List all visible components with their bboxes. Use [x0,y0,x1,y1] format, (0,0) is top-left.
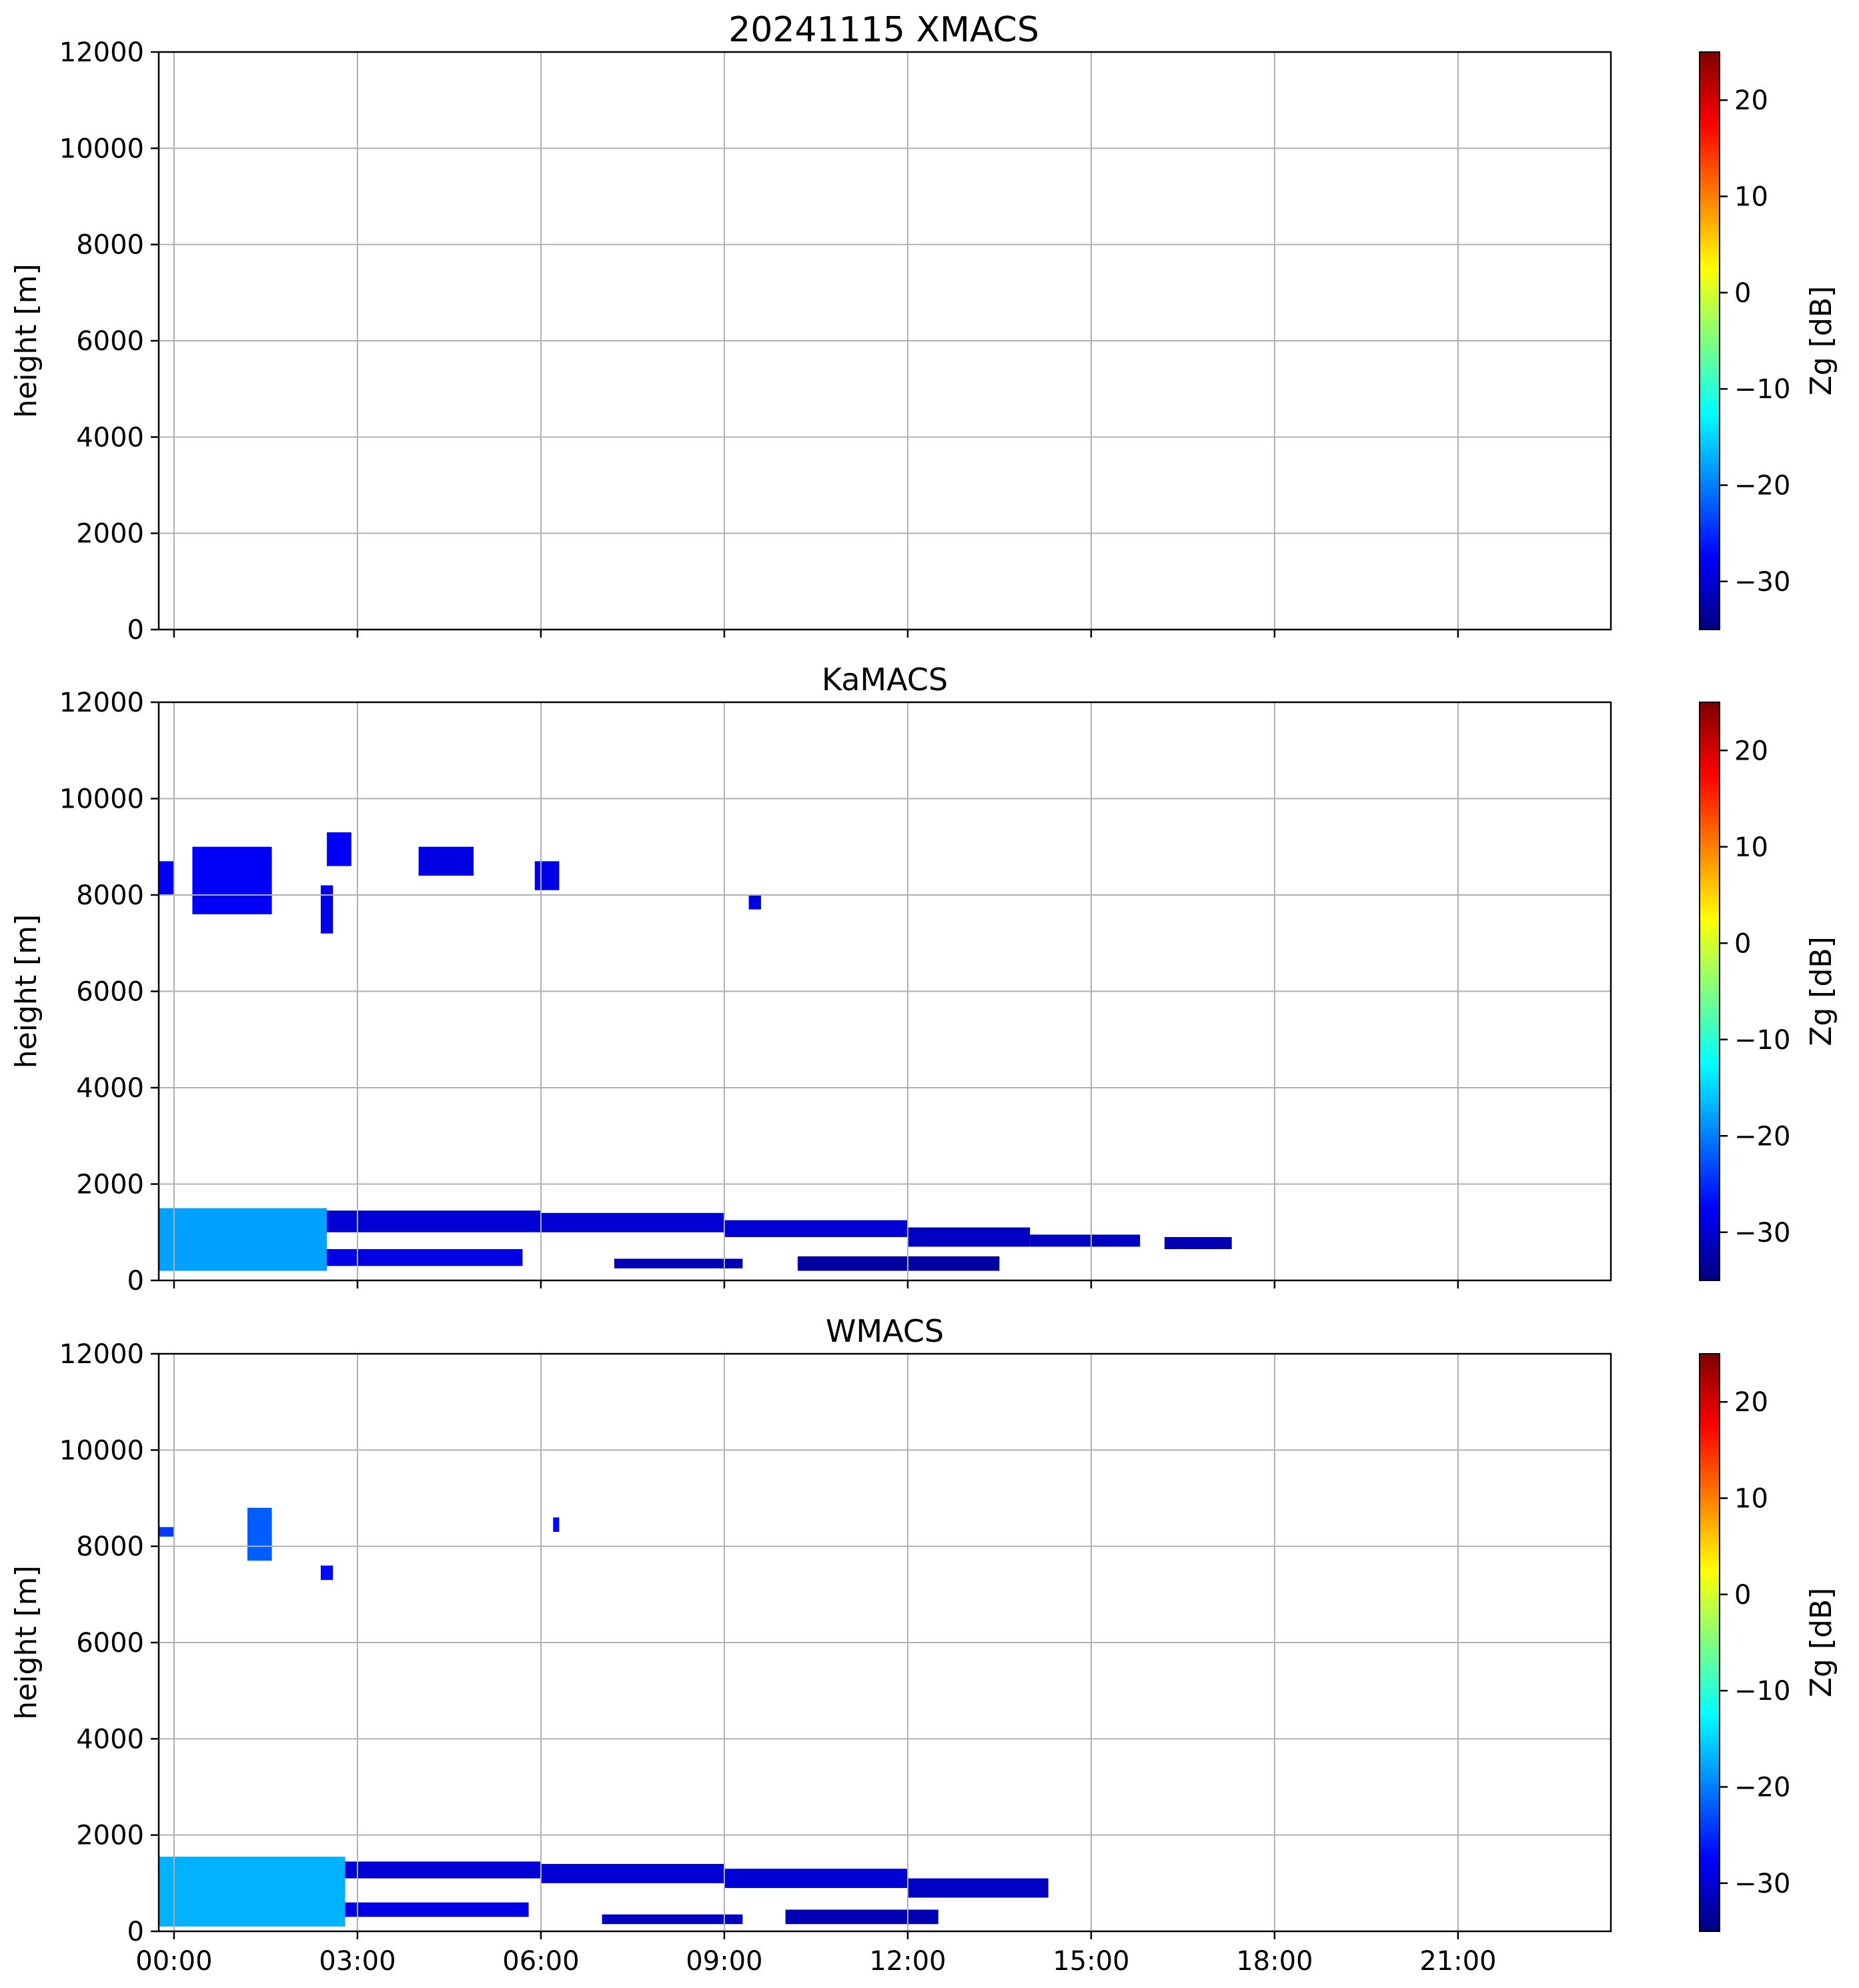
y-tick-label: 0 [127,1917,144,1947]
panel-title: WMACS [826,1313,944,1349]
y-tick-label: 8000 [76,230,144,261]
x-tick-label: 12:00 [869,1946,946,1977]
echo-region [1164,1236,1232,1250]
colorbar-tick-label: −10 [1734,1676,1790,1707]
echo-region [345,1902,529,1917]
panel-1: 0 2000 4000 6000 8000 10000 12000 height [m] −30… [9,37,1838,646]
colorbar-tick-label: −20 [1734,471,1790,502]
panel-2: 0 2000 4000 6000 8000 10000 12000 height [m] KaM… [9,662,1838,1296]
echo-region [159,1208,328,1271]
colorbar-tick-label: −10 [1734,374,1790,405]
y-tick-label: 2000 [76,1170,144,1200]
echo-region [159,1857,346,1927]
echo-region [327,832,352,866]
colorbar-tick-label: 20 [1734,85,1768,116]
colorbar [1699,1353,1720,1932]
echo-region [192,846,272,914]
colorbar-tick-label: 0 [1734,1580,1751,1611]
colorbar-tick-label: −10 [1734,1025,1790,1056]
colorbar-tick-label: 20 [1734,736,1768,766]
x-tick-label: 03:00 [319,1946,396,1977]
echo-region [320,885,334,934]
x-tick-label: 18:00 [1236,1946,1313,1977]
y-axis-label: height [m] [9,263,43,417]
echo-region [327,1249,523,1266]
colorbar-tick-label: −30 [1734,1218,1790,1248]
colorbar-tick-label: 10 [1734,832,1768,863]
x-tick-label: 09:00 [686,1946,762,1977]
y-axis-label: height [m] [9,914,43,1068]
echo-region [418,846,474,876]
echo-region [748,895,761,910]
echo-region [345,1861,541,1879]
colorbar-tick-label: 10 [1734,182,1768,213]
colorbar-tick-label: −20 [1734,1121,1790,1152]
y-tick-label: 6000 [76,326,144,357]
colorbar-label: Zg [dB] [1804,286,1838,396]
y-tick-label: 2000 [76,1821,144,1851]
echo-region [159,1527,174,1537]
y-tick-label: 10000 [59,133,144,164]
colorbar-tick-label: 0 [1734,928,1751,959]
echo-region [320,1565,334,1581]
colorbar-tick-label: −20 [1734,1773,1790,1803]
echo-region [614,1258,743,1268]
echo-region [907,1878,1049,1898]
echo-region [540,1212,724,1232]
y-tick-label: 6000 [76,977,144,1008]
x-tick-label: 06:00 [502,1946,579,1977]
colorbar-label: Zg [dB] [1804,936,1838,1046]
echo-region [534,861,560,890]
colorbar-tick-label: 20 [1734,1387,1768,1418]
echo-region [602,1914,743,1925]
colorbar [1699,51,1720,630]
y-tick-label: 4000 [76,1724,144,1755]
y-tick-label: 8000 [76,880,144,911]
colorbar-tick-label: 10 [1734,1484,1768,1515]
echo-region [327,1210,541,1232]
y-tick-label: 0 [127,615,144,646]
x-tick-label: 00:00 [135,1946,212,1977]
echo-region [540,1863,724,1883]
panel-3: 0 2000 4000 6000 8000 10000 12000 00:00 03:00 06:… [9,1313,1838,1977]
x-tick-label: 21:00 [1419,1946,1496,1977]
colorbar-tick-label: −30 [1734,1869,1790,1899]
y-tick-label: 4000 [76,1073,144,1104]
panel-title: KaMACS [822,662,948,698]
echo-region [247,1507,272,1561]
y-tick-label: 12000 [59,37,144,68]
y-tick-label: 12000 [59,688,144,718]
y-tick-label: 2000 [76,519,144,550]
y-tick-label: 4000 [76,422,144,453]
echo-region [907,1227,1031,1247]
echo-region [724,1220,908,1237]
figure-title: 20241115 XMACS [728,10,1039,50]
echo-region [159,861,174,895]
colorbar-label: Zg [dB] [1804,1588,1838,1698]
echo-region [797,1256,1000,1271]
echo-region [785,1909,939,1925]
y-tick-label: 10000 [59,784,144,815]
echo-region [1030,1234,1141,1247]
y-tick-label: 12000 [59,1339,144,1370]
colorbar-tick-label: 0 [1734,278,1751,309]
echo-region [724,1869,908,1889]
x-tick-label: 15:00 [1053,1946,1129,1977]
colorbar [1699,702,1720,1281]
y-tick-label: 0 [127,1266,144,1296]
y-tick-label: 8000 [76,1532,144,1563]
echo-region [553,1517,560,1533]
y-tick-label: 6000 [76,1628,144,1659]
y-tick-label: 10000 [59,1435,144,1466]
y-axis-label: height [m] [9,1565,43,1719]
colorbar-tick-label: −30 [1734,567,1790,598]
